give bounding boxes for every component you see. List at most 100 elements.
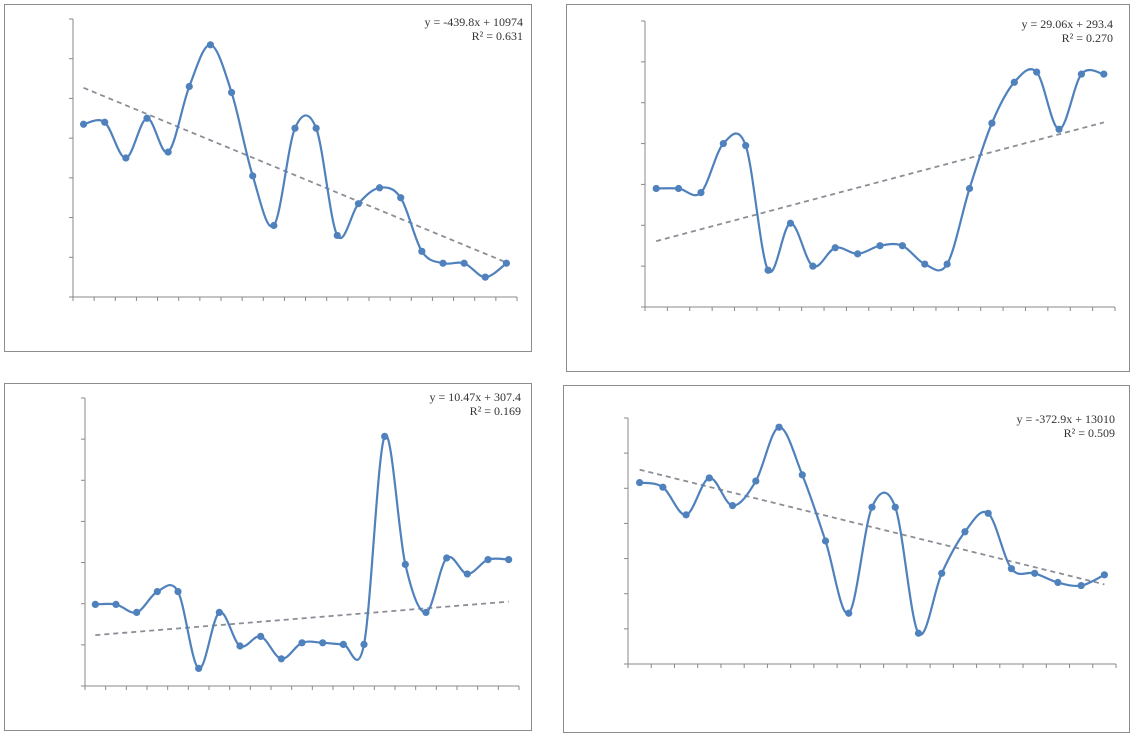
- chart-2-data-point: [719, 139, 727, 148]
- chart-2-data-point: [1033, 68, 1041, 76]
- chart-1-equation: y = -439.8x + 10974: [424, 15, 523, 29]
- chart-1-data-point: [375, 184, 384, 192]
- chart-2-svg: [641, 20, 1116, 311]
- chart-4-data-point: [891, 503, 899, 511]
- chart-3-data-point: [133, 608, 141, 616]
- chart-2-data-point: [876, 242, 884, 250]
- chart-1-data-point: [354, 200, 363, 208]
- chart-4-data-point: [845, 609, 853, 617]
- chart-2-data-point: [786, 219, 795, 227]
- chart-2-data-point: [1100, 70, 1108, 78]
- chart-4-data-point: [1077, 581, 1085, 590]
- chart-4-trendline: [639, 468, 1105, 586]
- chart-4-data-point: [705, 474, 713, 482]
- chart-4-equation: y = -372.9x + 13010: [1016, 412, 1115, 426]
- chart-1-data-point: [460, 259, 468, 267]
- chart-3-data-point: [339, 640, 347, 648]
- chart-4-data-point: [1054, 578, 1062, 587]
- chart-4-data-point: [868, 503, 876, 511]
- chart-3-data-point: [195, 664, 203, 672]
- chart-1-data-point: [206, 41, 215, 49]
- chart-2-data-point: [697, 189, 705, 197]
- chart-1-data-point: [79, 120, 88, 128]
- chart-1-r2: R² = 0.631: [471, 29, 523, 43]
- chart-3-equation: y = 10.47x + 307.4: [429, 390, 521, 404]
- chart-1-data-point: [101, 118, 109, 126]
- chart-3-data-point: [463, 570, 471, 578]
- chart-1-data-point: [122, 154, 130, 162]
- chart-1-data-point: [418, 247, 426, 255]
- chart-3-data-point: [401, 560, 409, 568]
- chart-1-data-point: [270, 221, 278, 230]
- chart-4-data-point: [636, 478, 644, 487]
- chart-2-data-point: [988, 119, 996, 127]
- chart-1-data-point: [481, 273, 489, 281]
- chart-4-data-point: [728, 502, 737, 510]
- chart-4-data-point: [1007, 565, 1016, 573]
- chart-1-data-point: [164, 148, 172, 156]
- chart-3-data-point: [153, 588, 161, 596]
- chart-2-data-point: [1077, 70, 1086, 78]
- chart-2-data-point: [965, 184, 974, 193]
- chart-2-data-point: [854, 250, 862, 258]
- chart-2-data-point: [674, 184, 683, 193]
- chart-1-data-point: [291, 124, 299, 132]
- chart-2-equation: y = 29.06x + 293.4: [1021, 17, 1113, 31]
- chart-3-series-line: [95, 434, 509, 670]
- chart-3-data-point: [174, 588, 182, 596]
- chart-3-data-point: [298, 639, 306, 647]
- chart-2-data-point: [943, 260, 951, 268]
- chart-4-data-point: [961, 528, 969, 536]
- chart-3-data-point: [360, 640, 368, 648]
- chart-panel-4: y = -372.9x + 13010 R² = 0.509: [563, 385, 1130, 733]
- chart-2-data-point: [652, 184, 660, 193]
- chart-4-data-point: [1100, 571, 1108, 579]
- chart-2-data-point: [1010, 78, 1018, 86]
- chart-3-data-point: [505, 556, 513, 564]
- chart-1-data-point: [439, 259, 447, 267]
- chart-4-svg: [624, 417, 1117, 668]
- chart-panel-2: y = 29.06x + 293.4 R² = 0.270: [566, 4, 1130, 372]
- chart-2-data-point: [898, 242, 906, 250]
- chart-1-data-point: [185, 82, 193, 91]
- chart-3-annotation: y = 10.47x + 307.4 R² = 0.169: [429, 390, 521, 418]
- chart-2-annotation: y = 29.06x + 293.4 R² = 0.270: [1021, 17, 1113, 45]
- chart-1-data-point: [143, 114, 151, 122]
- chart-4-data-point: [914, 629, 923, 637]
- chart-3-data-point: [91, 600, 99, 608]
- chart-1-data-point: [312, 124, 320, 132]
- chart-4-data-point: [821, 537, 830, 545]
- chart-4-data-point: [682, 511, 690, 519]
- chart-4-data-point: [775, 423, 783, 431]
- chart-3-data-point: [112, 600, 120, 608]
- chart-3-data-point: [236, 642, 244, 650]
- chart-1-data-point: [249, 172, 257, 180]
- chart-3-data-point: [484, 556, 492, 564]
- chart-3-data-point: [257, 632, 265, 640]
- chart-2-data-point: [764, 266, 772, 274]
- chart-3-data-point: [215, 608, 223, 616]
- chart-2-data-point: [921, 260, 929, 268]
- chart-panel-3: y = 10.47x + 307.4 R² = 0.169: [4, 383, 532, 731]
- chart-2-data-point: [1055, 125, 1063, 133]
- chart-4-data-point: [798, 471, 806, 479]
- chart-panel-1: y = -439.8x + 10974 R² = 0.631: [4, 4, 532, 352]
- chart-3-svg: [81, 397, 520, 690]
- chart-2-data-point: [831, 244, 839, 252]
- chart-3-r2: R² = 0.169: [469, 404, 521, 418]
- chart-3-data-point: [277, 655, 285, 663]
- chart-4-data-point: [1031, 569, 1039, 577]
- chart-2-data-point: [742, 142, 750, 150]
- chart-1-series-line: [83, 43, 508, 279]
- chart-4-data-point: [752, 477, 760, 485]
- chart-3-trendline: [95, 600, 509, 637]
- chart-4-r2: R² = 0.509: [1063, 426, 1115, 440]
- chart-3-data-point: [422, 608, 430, 616]
- chart-1-data-point: [227, 88, 236, 97]
- chart-2-series-line: [656, 68, 1105, 274]
- chart-4-data-point: [938, 569, 946, 577]
- chart-4-annotation: y = -372.9x + 13010 R² = 0.509: [1016, 412, 1115, 440]
- chart-4-series-line: [639, 426, 1105, 636]
- chart-1-data-point: [502, 259, 511, 267]
- chart-1-annotation: y = -439.8x + 10974 R² = 0.631: [424, 15, 523, 43]
